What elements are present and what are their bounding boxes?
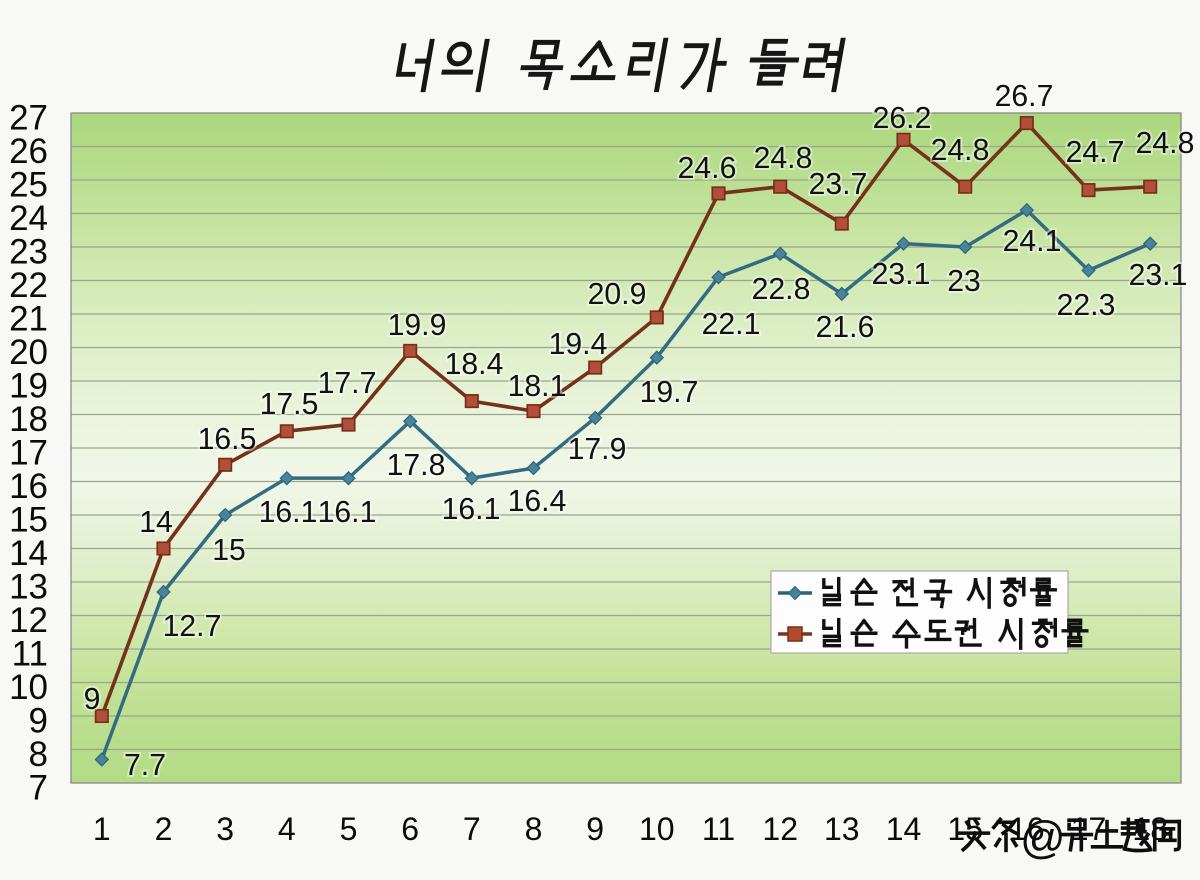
svg-text:18.4: 18.4 [445,348,504,381]
svg-text:11: 11 [702,811,735,847]
svg-text:19: 19 [9,367,48,406]
svg-text:15: 15 [212,534,246,567]
svg-text:18.1: 18.1 [508,370,567,403]
svg-text:7: 7 [463,811,481,847]
svg-text:23.1: 23.1 [872,258,931,291]
svg-text:26.2: 26.2 [873,102,932,135]
svg-text:23.7: 23.7 [809,168,868,201]
svg-text:7.7: 7.7 [124,749,166,782]
svg-text:15: 15 [9,501,48,540]
svg-text:1: 1 [93,811,111,847]
svg-text:12.7: 12.7 [163,610,222,643]
svg-text:10: 10 [639,811,675,847]
svg-text:22.8: 22.8 [752,273,811,306]
svg-text:26.7: 26.7 [995,80,1054,113]
svg-text:11: 11 [12,635,48,674]
svg-text:3: 3 [216,811,234,847]
svg-text:19.9: 19.9 [388,309,447,342]
svg-text:14: 14 [139,506,173,539]
svg-text:24.7: 24.7 [1066,136,1125,169]
svg-text:8: 8 [29,735,48,774]
svg-text:24.6: 24.6 [678,152,737,185]
svg-text:16.1: 16.1 [259,496,318,529]
svg-text:20: 20 [9,333,48,372]
svg-text:20.9: 20.9 [588,278,647,311]
svg-text:16: 16 [9,467,48,506]
svg-text:18: 18 [9,400,48,439]
svg-text:23: 23 [9,233,48,272]
svg-text:5: 5 [340,811,358,847]
svg-text:7: 7 [29,769,48,808]
svg-text:13: 13 [9,568,48,607]
svg-text:16.1: 16.1 [442,493,501,526]
svg-text:19.4: 19.4 [549,328,608,361]
svg-text:17.5: 17.5 [260,388,319,421]
svg-text:6: 6 [401,811,419,847]
svg-text:21.6: 21.6 [816,311,875,344]
svg-text:12: 12 [9,601,48,640]
svg-text:21: 21 [9,300,48,339]
svg-text:14: 14 [886,811,922,847]
svg-text:2: 2 [155,811,173,847]
svg-text:22.1: 22.1 [702,308,761,341]
svg-text:22: 22 [9,266,48,305]
svg-text:17.8: 17.8 [387,449,446,482]
svg-text:9: 9 [29,702,48,741]
svg-text:23.1: 23.1 [1129,259,1188,292]
svg-text:24.8: 24.8 [931,134,990,167]
svg-text:16.1: 16.1 [318,496,377,529]
svg-text:9: 9 [84,683,101,716]
svg-text:24.8: 24.8 [754,142,813,175]
svg-text:23: 23 [947,265,981,298]
svg-text:4: 4 [278,811,296,847]
svg-text:10: 10 [9,668,48,707]
svg-text:13: 13 [824,811,860,847]
svg-text:24: 24 [9,199,48,238]
svg-text:8: 8 [525,811,543,847]
svg-text:16.4: 16.4 [508,485,567,518]
svg-text:24.8: 24.8 [1136,127,1195,160]
svg-text:17.9: 17.9 [568,433,627,466]
svg-text:26: 26 [9,132,48,171]
svg-text:14: 14 [9,534,48,573]
svg-text:17.7: 17.7 [318,367,377,400]
svg-text:27: 27 [9,99,48,138]
svg-text:25: 25 [9,166,48,205]
svg-text:12: 12 [762,811,798,847]
svg-text:17: 17 [9,434,48,473]
svg-text:@: @ [1020,812,1066,863]
svg-text:9: 9 [586,811,604,847]
svg-text:22.3: 22.3 [1057,289,1116,322]
svg-text:24.1: 24.1 [1003,225,1062,258]
svg-text:19.7: 19.7 [640,376,699,409]
svg-text:16.5: 16.5 [198,423,257,456]
